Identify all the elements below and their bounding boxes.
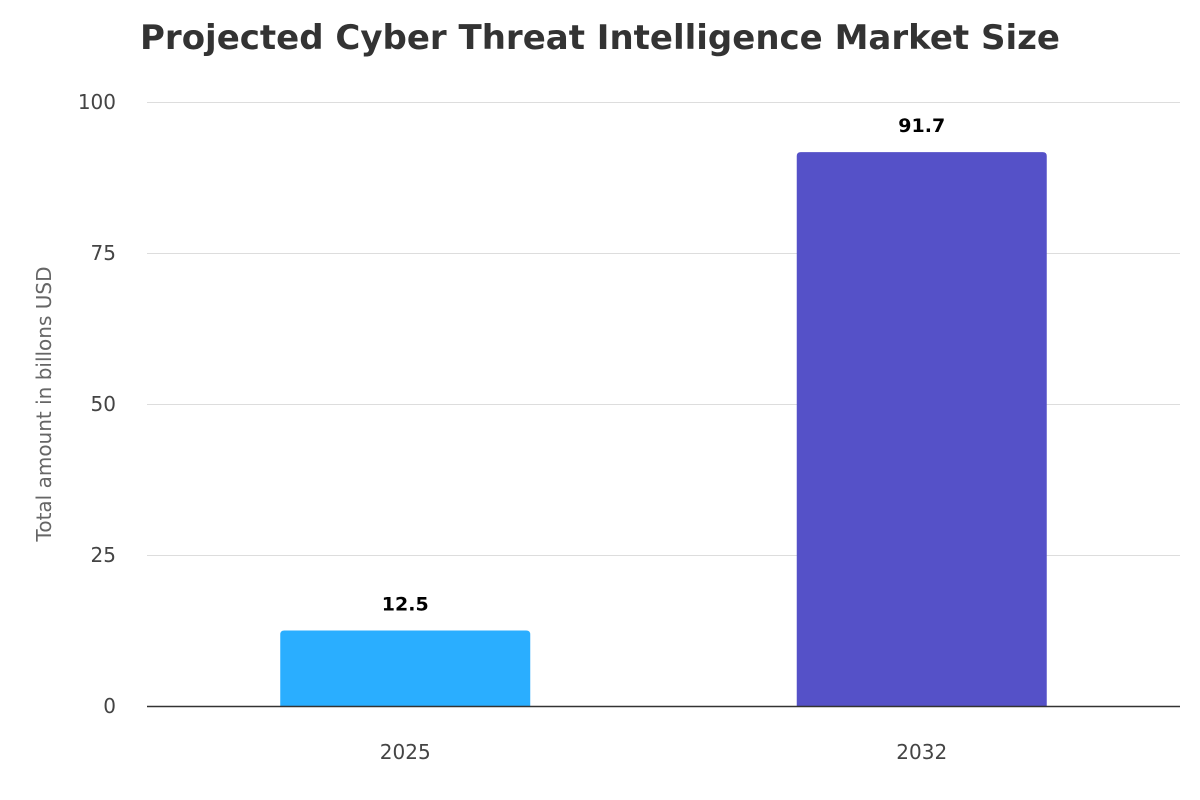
y-tick-label: 0 [103, 694, 116, 718]
data-label: 91.7 [898, 115, 945, 137]
y-axis-label: Total amount in billons USD [32, 267, 56, 543]
y-tick-label: 75 [91, 241, 116, 265]
y-tick-label: 100 [78, 90, 116, 114]
data-label: 12.5 [382, 594, 429, 616]
y-tick-label: 50 [91, 392, 116, 416]
x-tick-label: 2032 [896, 740, 947, 764]
bar-2032 [796, 152, 1047, 706]
bar-2025 [280, 630, 531, 706]
y-tick-label: 25 [91, 543, 116, 567]
x-tick-label: 2025 [380, 740, 431, 764]
chart-title: Projected Cyber Threat Intelligence Mark… [140, 18, 1060, 58]
